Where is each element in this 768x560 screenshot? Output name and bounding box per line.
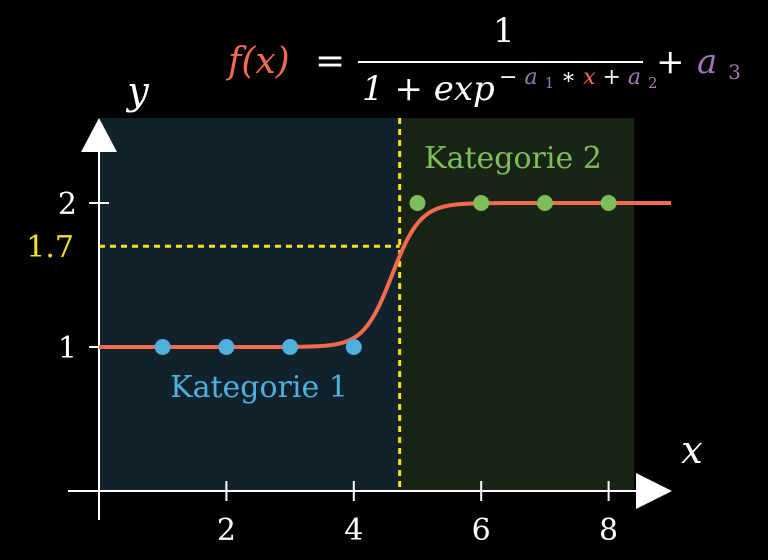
data-point-2	[409, 195, 426, 211]
data-point-2	[600, 195, 617, 211]
sigmoid-curve	[99, 201, 671, 349]
chart-labels: Kategorie 1 Kategorie 2	[170, 141, 602, 405]
formula-numerator: 1	[493, 11, 515, 51]
x-tick-label: 4	[344, 513, 363, 548]
category-regions	[99, 118, 635, 491]
y-tick-label: 2	[58, 187, 77, 222]
data-point-2	[536, 195, 553, 211]
threshold-lines	[99, 118, 402, 491]
data-point-1	[345, 339, 362, 355]
x-axis-arrow	[636, 473, 672, 509]
formula-outer-plus: +	[656, 42, 685, 82]
x-tick-label: 8	[599, 513, 618, 548]
region-kategorie-2	[399, 118, 635, 491]
category-2-label: Kategorie 2	[424, 141, 602, 176]
formula-equals: =	[315, 41, 345, 82]
formula: f(x) = 1 1 + exp − a 1 ∗ x + a 2 + a 3	[225, 11, 741, 109]
region-kategorie-1	[99, 118, 400, 491]
data-point-1	[282, 339, 299, 355]
x-tick-label: 2	[217, 513, 236, 548]
data-points	[154, 195, 617, 355]
formula-denominator: 1 + exp	[362, 69, 495, 109]
data-point-2	[473, 195, 490, 211]
x-axis-label: x	[681, 428, 702, 472]
formula-lhs: f(x)	[225, 41, 290, 82]
formula-exponent: − a 1 ∗ x + a 2	[499, 65, 658, 94]
data-point-1	[218, 339, 235, 355]
x-tick-label: 6	[472, 513, 491, 548]
sigmoid-curve-group	[99, 201, 671, 349]
axes: 2 4 6 8 1 2 1.7 x y	[26, 69, 702, 548]
y-tick-label: 1	[58, 331, 77, 366]
category-1-label: Kategorie 1	[170, 370, 348, 405]
formula-a3: a 3	[697, 42, 741, 84]
data-point-1	[154, 339, 171, 355]
threshold-value-label: 1.7	[26, 230, 74, 265]
y-axis-arrow	[81, 118, 117, 152]
y-axis-label: y	[125, 69, 149, 113]
